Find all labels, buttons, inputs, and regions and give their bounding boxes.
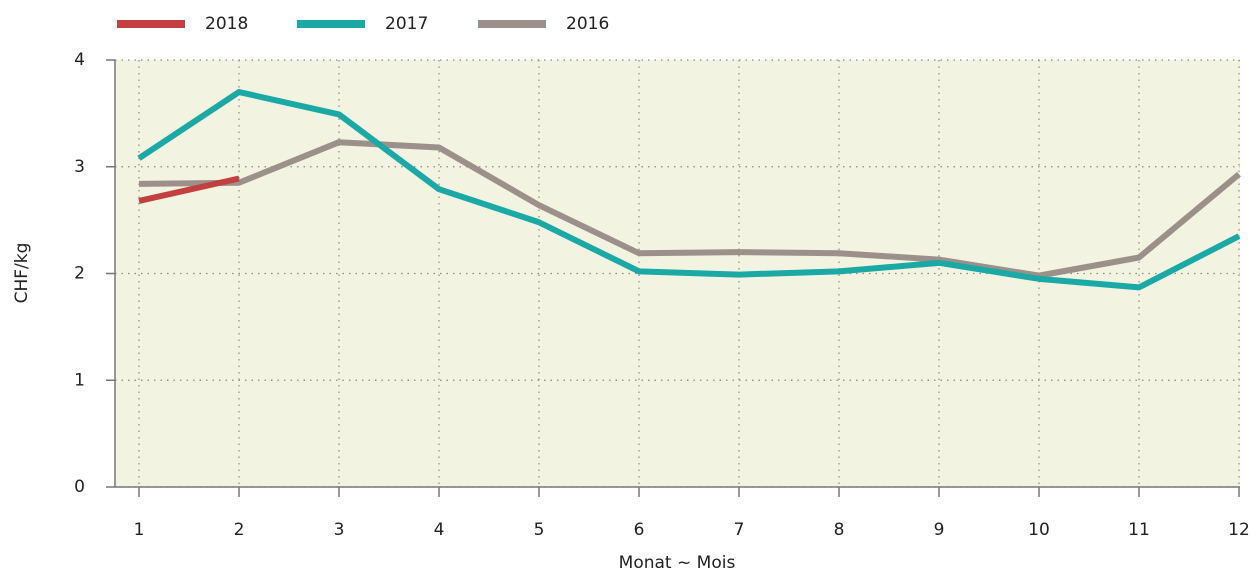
- series-line: [138, 175, 240, 204]
- x-axis-label: Monat ~ Mois: [619, 553, 736, 573]
- x-tick-label: 12: [1228, 520, 1250, 540]
- legend-label: 2018: [205, 14, 248, 34]
- x-tick-label: 8: [834, 520, 845, 540]
- y-tick-label: 2: [74, 264, 85, 284]
- y-tick-label: 0: [74, 477, 85, 497]
- series-line: [138, 139, 1241, 279]
- x-tick-label: 10: [1028, 520, 1050, 540]
- legend-label: 2017: [385, 14, 428, 34]
- series-line: [137, 89, 1241, 291]
- x-tick-label: 11: [1128, 520, 1150, 540]
- x-tick-label: 7: [734, 520, 745, 540]
- y-tick-label: 1: [74, 370, 85, 390]
- x-tick-label: 3: [334, 520, 345, 540]
- x-tick-label: 2: [234, 520, 245, 540]
- x-tick-label: 5: [534, 520, 545, 540]
- y-tick-label: 3: [74, 157, 85, 177]
- y-axis-label: CHF/kg: [12, 243, 32, 304]
- x-tick-label: 4: [434, 520, 445, 540]
- legend-label: 2016: [566, 14, 609, 34]
- x-tick-label: 9: [934, 520, 945, 540]
- x-tick-label: 1: [134, 520, 145, 540]
- x-tick-label: 6: [634, 520, 645, 540]
- y-tick-label: 4: [74, 50, 85, 70]
